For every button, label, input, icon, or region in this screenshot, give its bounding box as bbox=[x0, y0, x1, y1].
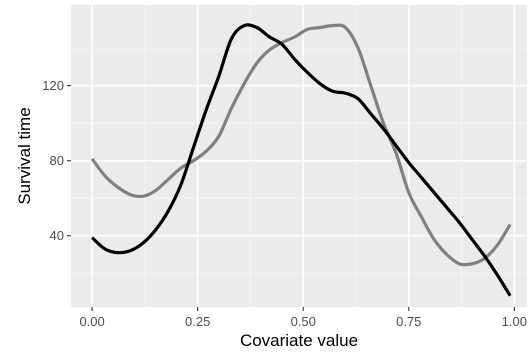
series-layer bbox=[90, 23, 512, 297]
axis-ticks bbox=[67, 85, 515, 311]
plot-panel bbox=[71, 5, 527, 307]
x-tick-label: 0.75 bbox=[396, 314, 421, 329]
major-gridlines bbox=[71, 5, 527, 307]
x-tick-labels: 0.00 0.25 0.50 0.75 1.00 bbox=[79, 314, 527, 329]
series-line-2 bbox=[90, 23, 512, 267]
y-tick-labels: 40 80 120 bbox=[42, 78, 64, 243]
y-tick-label: 120 bbox=[42, 78, 64, 93]
x-tick-label: 0.50 bbox=[291, 314, 316, 329]
x-tick-label: 0.00 bbox=[79, 314, 104, 329]
x-axis-title: Covariate value bbox=[240, 331, 358, 350]
y-axis-title: Survival time bbox=[15, 107, 34, 204]
minor-gridlines bbox=[71, 5, 527, 307]
y-tick-label: 80 bbox=[50, 153, 64, 168]
x-tick-label: 0.25 bbox=[185, 314, 210, 329]
y-tick-label: 40 bbox=[50, 228, 64, 243]
series-line-1 bbox=[91, 23, 512, 297]
x-tick-label: 1.00 bbox=[502, 314, 527, 329]
